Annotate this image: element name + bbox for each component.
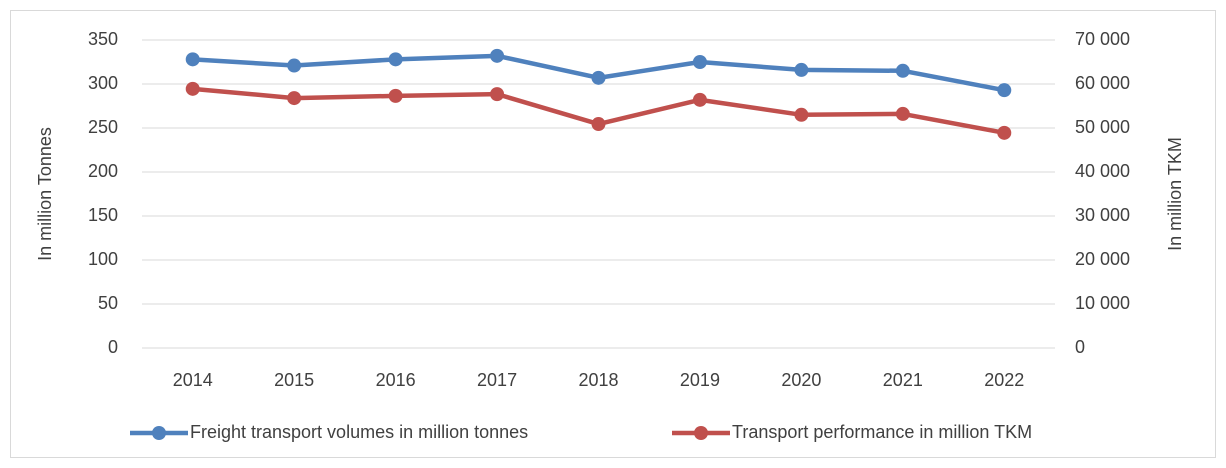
data-point [591, 70, 606, 85]
y2-tick-label: 0 [1075, 337, 1085, 357]
y2-tick-label: 20 000 [1075, 249, 1130, 269]
x-tick-label: 2018 [578, 370, 618, 390]
y-tick-label: 0 [108, 337, 118, 357]
y-tick-label: 50 [98, 293, 118, 313]
y2-axis-title: In million TKM [1165, 137, 1185, 251]
legend-label: Transport performance in million TKM [732, 422, 1032, 442]
data-point [692, 55, 707, 69]
data-point [997, 83, 1012, 98]
data-point [490, 87, 505, 102]
x-tick-label: 2015 [274, 370, 314, 390]
y2-tick-label: 70 000 [1075, 29, 1130, 49]
y2-tick-label: 10 000 [1075, 293, 1130, 313]
x-tick-label: 2020 [781, 370, 821, 390]
y-tick-label: 200 [88, 161, 118, 181]
y2-tick-label: 30 000 [1075, 205, 1130, 225]
data-point [794, 62, 809, 77]
data-point [490, 48, 505, 63]
y2-tick-label: 50 000 [1075, 117, 1130, 137]
x-tick-label: 2022 [984, 370, 1024, 390]
chart-border [10, 10, 1216, 458]
y-tick-label: 250 [88, 117, 118, 137]
y-axis-title: In million Tonnes [35, 127, 55, 261]
x-tick-label: 2014 [173, 370, 213, 390]
y-tick-label: 100 [88, 249, 118, 269]
data-point [692, 92, 707, 107]
data-point [388, 88, 403, 103]
y-tick-label: 350 [88, 29, 118, 49]
data-point [895, 106, 910, 121]
legend-marker [694, 426, 708, 440]
data-point [997, 125, 1012, 140]
x-tick-label: 2019 [680, 370, 720, 390]
data-point [287, 58, 302, 73]
y-tick-label: 150 [88, 205, 118, 225]
data-point [591, 117, 606, 132]
y-tick-label: 300 [88, 73, 118, 93]
x-tick-label: 2021 [883, 370, 923, 390]
data-point [185, 81, 200, 96]
data-point [287, 91, 302, 106]
data-point [185, 52, 200, 67]
legend-label: Freight transport volumes in million ton… [190, 422, 528, 442]
y2-tick-label: 60 000 [1075, 73, 1130, 93]
x-tick-label: 2016 [376, 370, 416, 390]
data-point [794, 107, 809, 122]
y2-tick-label: 40 000 [1075, 161, 1130, 181]
data-point [895, 63, 910, 78]
legend-marker [152, 426, 166, 440]
x-tick-label: 2017 [477, 370, 517, 390]
data-point [388, 52, 403, 67]
